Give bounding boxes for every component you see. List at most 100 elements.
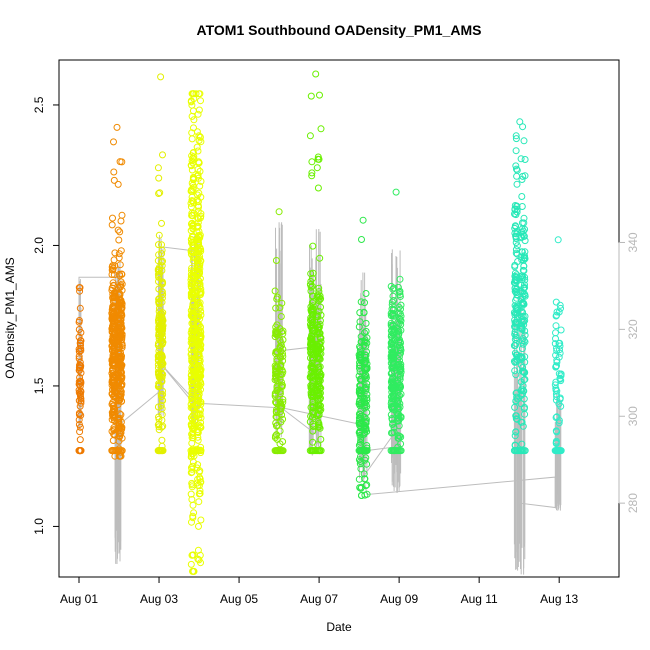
scatter-point: [309, 347, 317, 355]
scatter-point: [316, 335, 324, 343]
scatter-point: [357, 357, 365, 365]
scatter-point: [195, 490, 203, 498]
scatter-point: [511, 272, 519, 280]
scatter-point: [362, 401, 370, 409]
scatter-point: [518, 275, 526, 283]
scatter-point: [521, 284, 529, 291]
scatter-point: [196, 280, 204, 288]
scatter-point: [272, 327, 280, 335]
scatter-point: [115, 254, 123, 262]
scatter-point: [109, 326, 117, 334]
x-tick-label: Aug 03: [140, 592, 178, 606]
scatter-point: [277, 418, 285, 426]
y2-tick-label: 340: [626, 232, 640, 252]
scatter-point: [309, 242, 317, 250]
scatter-point: [279, 447, 287, 455]
scatter-point: [196, 411, 204, 418]
scatter-point: [521, 447, 529, 455]
scatter-point: [313, 164, 321, 172]
scatter-point: [357, 438, 364, 446]
scatter-point: [362, 358, 370, 366]
scatter-point: [387, 378, 395, 386]
scatter-point: [276, 304, 284, 312]
scatter-point: [272, 257, 280, 264]
scatter-point: [110, 330, 118, 338]
scatter-point: [309, 389, 317, 397]
scatter-point: [118, 304, 126, 312]
scatter-point: [511, 229, 519, 237]
scatter-point: [357, 338, 365, 345]
scatter-point: [363, 394, 371, 402]
scatter-point: [271, 391, 279, 398]
scatter-point: [315, 392, 323, 400]
scatter-point: [76, 287, 84, 295]
scatter-point: [189, 242, 197, 250]
scatter-point: [519, 313, 527, 320]
scatter-point: [196, 487, 204, 495]
scatter-point: [196, 398, 204, 406]
scatter-point: [76, 304, 84, 312]
scatter-point: [189, 551, 197, 559]
scatter-point: [396, 293, 404, 300]
scatter-point: [397, 433, 405, 441]
scatter-point: [76, 361, 83, 369]
scatter-point: [512, 397, 520, 405]
scatter-point: [195, 383, 203, 391]
scatter-point: [388, 404, 396, 411]
scatter-point: [117, 309, 125, 317]
scatter-point: [552, 414, 560, 421]
scatter-point: [195, 189, 203, 197]
scatter-point: [555, 419, 563, 427]
scatter-point: [195, 106, 203, 114]
scatter-point: [390, 428, 398, 436]
scatter-point: [272, 363, 280, 371]
scatter-point: [313, 412, 321, 419]
scatter-point: [193, 143, 201, 151]
scatter-point: [195, 236, 202, 244]
scatter-point: [118, 447, 126, 455]
scatter-point: [75, 318, 83, 326]
scatter-point: [159, 422, 167, 430]
scatter-point: [553, 428, 561, 436]
y-tick-label: 2.0: [32, 237, 46, 254]
scatter-point: [277, 339, 285, 347]
scatter-point: [195, 132, 203, 140]
scatter-point: [196, 167, 204, 175]
scatter-point: [357, 434, 365, 442]
scatter-point: [194, 461, 202, 469]
scatter-point: [188, 135, 196, 143]
scatter-point: [356, 318, 364, 326]
scatter-point: [393, 394, 401, 402]
scatter-point: [357, 465, 365, 473]
scatter-point: [187, 560, 195, 568]
scatter-point: [155, 285, 163, 293]
scatter-point: [159, 291, 167, 299]
scatter-point: [556, 349, 564, 357]
scatter-point: [158, 373, 166, 381]
scatter-point: [557, 447, 565, 455]
scatter-point: [195, 341, 203, 349]
scatter-point: [512, 147, 520, 155]
scatter-point: [158, 393, 165, 401]
scatter-point: [197, 332, 205, 339]
scatter-point: [279, 398, 287, 406]
scatter-point: [155, 357, 163, 365]
scatter-point: [189, 404, 197, 412]
scatter-point: [307, 384, 315, 392]
scatter-point: [553, 362, 560, 370]
scatter-point: [158, 411, 166, 419]
scatter-point: [273, 348, 281, 356]
scatter-point: [553, 358, 561, 366]
scatter-point: [193, 397, 201, 405]
scatter-point: [187, 379, 195, 387]
scatter-point: [397, 447, 405, 455]
scatter-point: [155, 420, 163, 428]
scatter-point: [517, 400, 525, 408]
scatter-point: [317, 435, 325, 443]
scatter-point: [75, 366, 83, 374]
scatter-point: [77, 399, 85, 407]
y-tick-label: 2.5: [32, 96, 46, 113]
scatter-point: [512, 304, 520, 312]
scatter-point: [76, 374, 84, 381]
scatter-point: [194, 110, 202, 118]
